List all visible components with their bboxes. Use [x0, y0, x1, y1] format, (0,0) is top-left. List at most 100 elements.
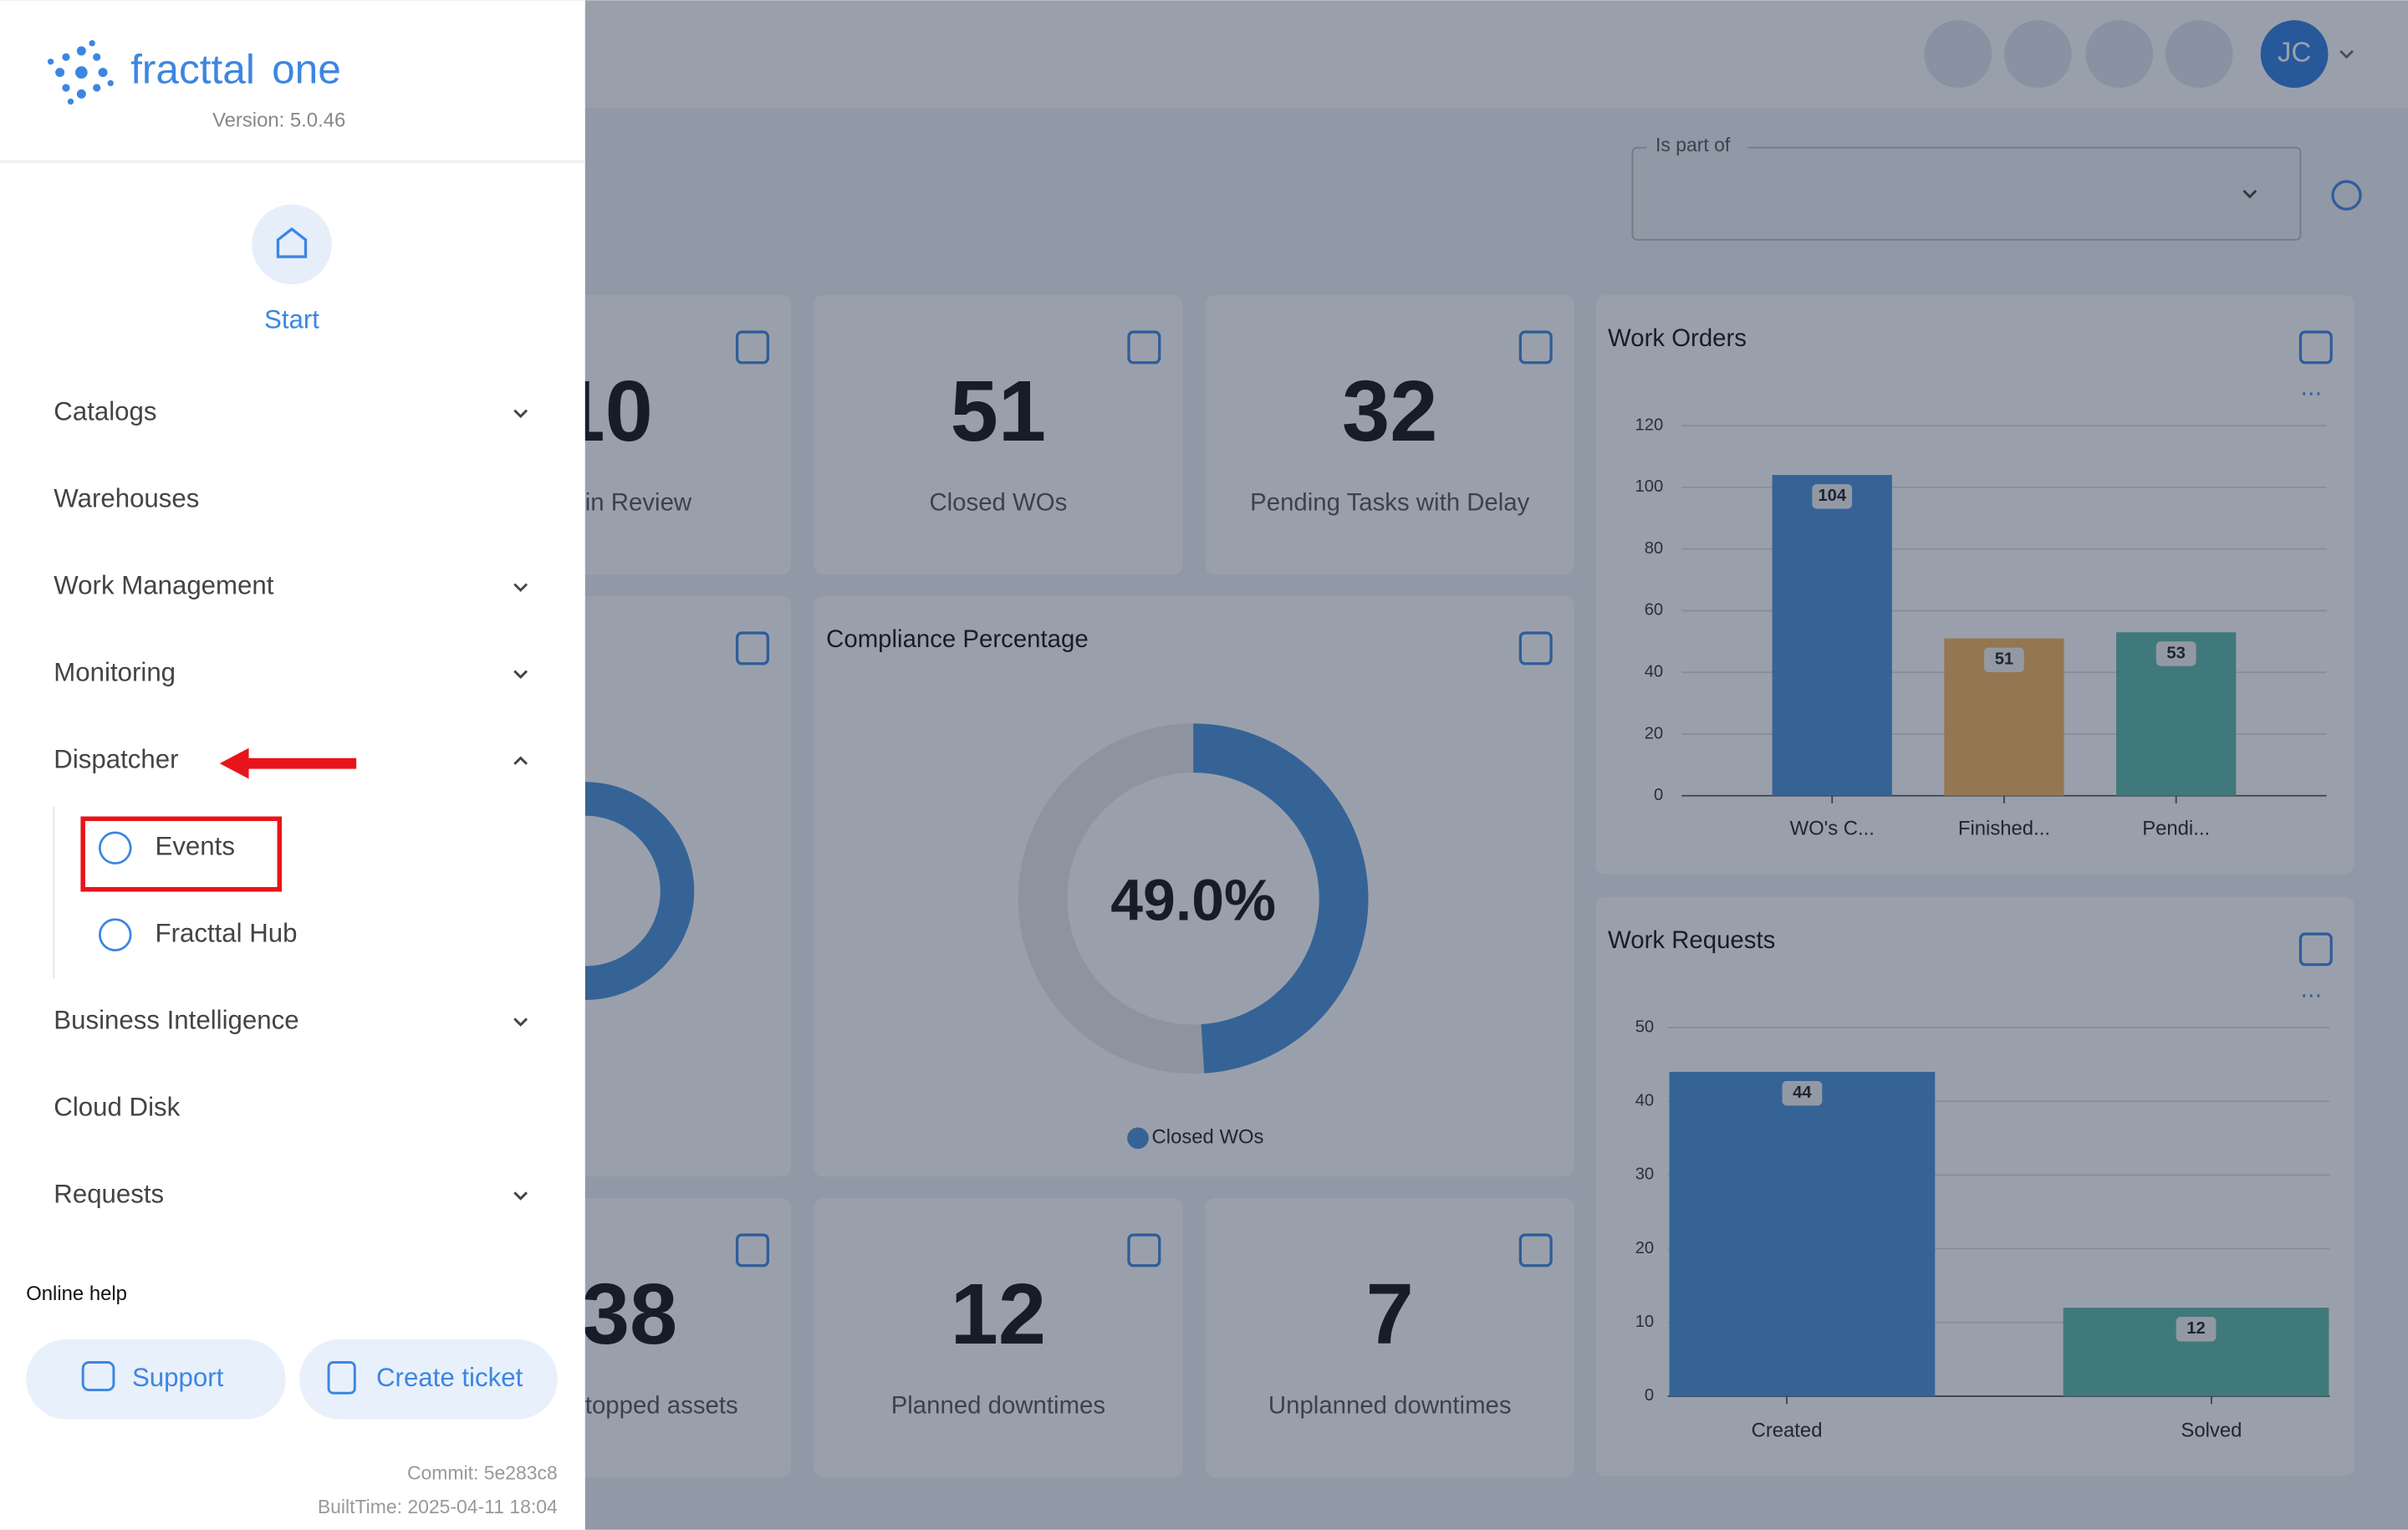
export-icon[interactable] — [735, 1233, 770, 1267]
submenu-item[interactable]: Fracttal Hub — [156, 918, 298, 947]
kpi-value: 38 — [582, 1266, 677, 1362]
value-label-bg — [2176, 1317, 2217, 1342]
export-icon[interactable] — [735, 631, 770, 666]
card-title: Work Requests — [1608, 926, 1775, 954]
y-tick-label: 0 — [1654, 786, 1663, 804]
support-button[interactable] — [26, 1339, 286, 1420]
value-label-bg — [2155, 641, 2196, 666]
y-tick-label: 40 — [1645, 663, 1663, 681]
refresh-icon[interactable] — [2331, 180, 2362, 211]
kpi-label: Closed WOs — [929, 489, 1067, 517]
menu-chevron[interactable] — [513, 756, 528, 765]
brand-suffix: one — [272, 46, 341, 93]
x-tick-label: Pendi... — [2142, 817, 2210, 839]
export-icon[interactable] — [1518, 631, 1553, 666]
chart-menu[interactable]: ⋯ — [2300, 382, 2322, 405]
kpi-label: Unplanned downtimes — [1268, 1392, 1512, 1420]
menu-item[interactable]: Warehouses — [54, 484, 199, 513]
topbar-icon[interactable] — [1924, 20, 1992, 89]
card — [814, 294, 1183, 575]
menu-chevron[interactable] — [513, 670, 528, 680]
menu-item[interactable]: Cloud Disk — [54, 1092, 180, 1121]
version: Version: 5.0.46 — [212, 110, 345, 132]
card — [814, 1197, 1183, 1478]
y-tick-label: 30 — [1635, 1165, 1654, 1184]
kpi-value: 51 — [951, 363, 1046, 459]
hidden-donut-arc — [584, 782, 695, 1001]
y-tick-label: 40 — [1635, 1092, 1654, 1110]
topbar-icon[interactable] — [2085, 20, 2154, 89]
export-icon[interactable] — [2298, 330, 2333, 365]
donut-center-label: 49.0% — [1110, 868, 1276, 933]
dashboard: JC Is part of 10 in Review 51 Closed WOs 32 Pen… — [421, 20, 2362, 1478]
y-tick-label: 100 — [1635, 477, 1663, 496]
legend-label: Closed WOs — [1152, 1126, 1264, 1149]
arrow-head — [219, 747, 249, 779]
filter-box[interactable] — [1631, 146, 2302, 241]
y-tick-label: 10 — [1635, 1313, 1654, 1331]
menu-item[interactable]: Requests — [54, 1179, 164, 1208]
export-icon[interactable] — [1518, 1233, 1553, 1267]
bar[interactable] — [1772, 475, 1892, 796]
y-tick-label: 60 — [1645, 601, 1663, 620]
create-ticket-label[interactable]: Create ticket — [376, 1363, 523, 1392]
export-icon[interactable] — [1127, 1233, 1161, 1267]
export-icon[interactable] — [1518, 330, 1553, 365]
support-label[interactable]: Support — [132, 1363, 224, 1392]
menu-chevron[interactable] — [513, 1191, 528, 1201]
topbar-icon[interactable] — [2003, 20, 2072, 89]
filter-chevron — [2242, 190, 2258, 199]
menu-item[interactable]: Monitoring — [54, 658, 176, 687]
card-title: Compliance Percentage — [826, 625, 1089, 653]
legend-swatch — [1127, 1127, 1149, 1150]
x-tick-label: Finished... — [1958, 817, 2050, 839]
start-label[interactable]: Start — [264, 304, 319, 334]
sidebar: fracttal one Version: 5.0.46 Start Onlin… — [0, 0, 585, 1530]
card — [1205, 1197, 1574, 1478]
x-tick-label: WO's C... — [1790, 817, 1875, 839]
export-icon[interactable] — [2298, 932, 2333, 966]
logo-icon — [47, 40, 114, 105]
value-label: 104 — [1818, 487, 1846, 505]
kpi-label: in Review — [585, 489, 692, 517]
built-time: BuiltTime: 2025-04-11 18:04 — [318, 1496, 558, 1517]
filter-label: Is part of — [1656, 134, 1731, 156]
y-tick-label: 50 — [1635, 1017, 1654, 1036]
online-help: Online help — [26, 1283, 127, 1305]
value-label: 44 — [1793, 1084, 1812, 1102]
menu-chevron[interactable] — [513, 1017, 528, 1027]
kpi-label: Pending Tasks with Delay — [1250, 489, 1529, 517]
avatar-chevron — [2339, 49, 2354, 59]
x-tick-label: Created — [1752, 1419, 1823, 1441]
export-icon[interactable] — [735, 330, 770, 365]
kpi-label: topped assets — [585, 1392, 738, 1420]
menu-item[interactable]: Business Intelligence — [54, 1005, 298, 1034]
menu-item[interactable]: Dispatcher — [54, 744, 178, 773]
kpi-label: Planned downtimes — [891, 1392, 1105, 1420]
topbar-icon[interactable] — [2165, 20, 2233, 89]
avatar[interactable] — [2260, 20, 2329, 89]
kpi-value: 32 — [1342, 363, 1437, 459]
y-tick-label: 0 — [1645, 1386, 1654, 1405]
submenu-icon — [99, 918, 132, 951]
menu-item[interactable]: Work Management — [54, 571, 273, 600]
chart-menu[interactable]: ⋯ — [2300, 984, 2322, 1007]
menu-chevron[interactable] — [513, 583, 528, 593]
menu-chevron[interactable] — [513, 409, 528, 419]
commit: Commit: 5e283c8 — [407, 1462, 558, 1484]
highlight-box — [80, 816, 283, 892]
y-tick-label: 20 — [1635, 1239, 1654, 1257]
submenu-item[interactable]: Events — [156, 831, 235, 860]
donut-arc — [1192, 723, 1369, 1074]
support-icon — [81, 1361, 115, 1392]
bar[interactable] — [1669, 1071, 1936, 1396]
card — [1205, 294, 1574, 575]
value-label-bg — [1984, 647, 2024, 673]
y-tick-label: 20 — [1645, 724, 1663, 742]
start-icon[interactable] — [252, 204, 332, 285]
create-ticket-button[interactable] — [299, 1339, 558, 1420]
export-icon[interactable] — [1127, 330, 1161, 365]
menu-item[interactable]: Catalogs — [54, 397, 156, 426]
